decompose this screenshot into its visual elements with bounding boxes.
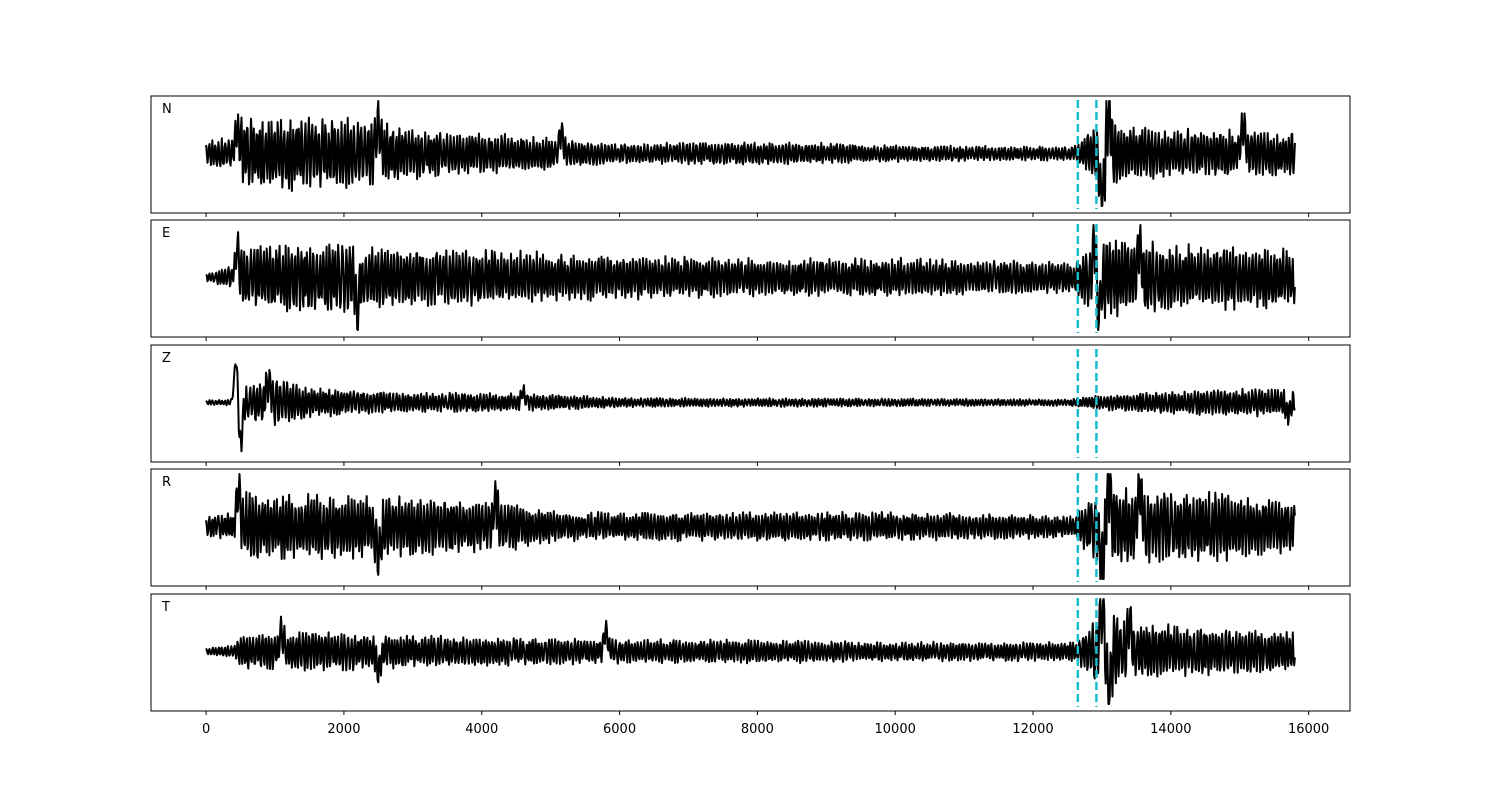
x-tick-label: 12000: [1012, 722, 1053, 737]
seismogram-panels: N E Z R T: [150, 95, 1351, 715]
x-tick-label: 14000: [1150, 722, 1191, 737]
panel-z: Z: [150, 344, 1351, 466]
panel-t: T: [150, 593, 1351, 715]
panel-n: N: [150, 95, 1351, 217]
panel-frame: [150, 95, 1351, 214]
x-tick-label: 4000: [465, 722, 498, 737]
panel-label: Z: [162, 351, 171, 366]
x-tick-label: 10000: [875, 722, 916, 737]
trace-n: [205, 100, 1296, 207]
panel-frame: [150, 219, 1351, 338]
trace-r: [205, 473, 1296, 580]
x-axis: 0 2000 4000 6000 8000 10000 12000 14000 16000: [202, 722, 1329, 737]
panel-frame: [150, 344, 1351, 463]
panel-r: R: [150, 468, 1351, 590]
panel-label: R: [162, 475, 171, 490]
x-tick-label: 16000: [1288, 722, 1329, 737]
x-tick-label: 0: [202, 722, 210, 737]
x-tick-label: 6000: [603, 722, 636, 737]
panel-frame: [150, 593, 1351, 712]
trace-z: [205, 363, 1296, 453]
panel-e: E: [150, 219, 1351, 341]
trace-e: [205, 224, 1296, 331]
panel-label: N: [162, 102, 172, 117]
trace-t: [205, 598, 1296, 705]
panel-label: E: [162, 226, 170, 241]
panel-label: T: [161, 600, 170, 615]
panel-frame: [150, 468, 1351, 587]
x-tick-label: 8000: [741, 722, 774, 737]
x-tick-label: 2000: [327, 722, 360, 737]
